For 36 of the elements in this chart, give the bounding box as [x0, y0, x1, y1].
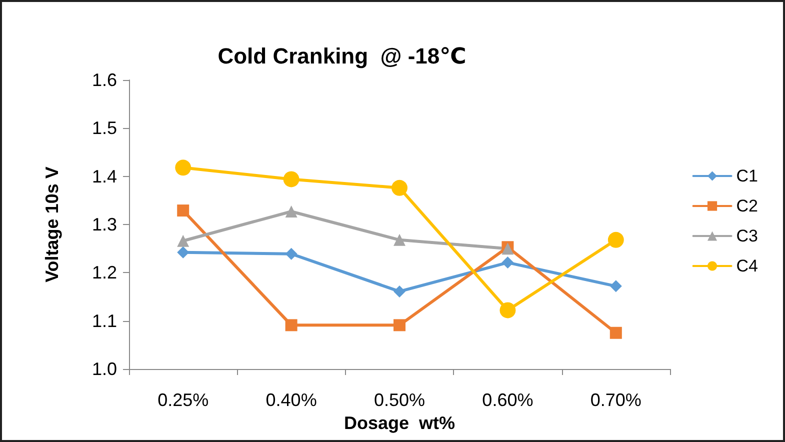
x-axis-title: Dosage wt% — [344, 412, 456, 433]
point — [177, 234, 190, 247]
point — [394, 319, 406, 332]
x-tick-label: 0.25% — [158, 390, 209, 410]
point — [177, 204, 190, 217]
point — [394, 234, 406, 246]
y-tick-label: 1.5 — [92, 118, 117, 138]
point — [500, 302, 516, 318]
legend-label: C4 — [736, 256, 758, 276]
chart-title: Cold Cranking @ -18℃ — [218, 44, 466, 68]
point — [285, 205, 298, 218]
x-tick-label: 0.50% — [374, 390, 426, 410]
y-tick-label: 1.1 — [92, 310, 117, 331]
point — [283, 171, 300, 188]
legend-label: C3 — [736, 226, 758, 246]
point — [392, 180, 408, 196]
point — [175, 160, 192, 176]
y-tick-label: 1.0 — [92, 359, 117, 379]
x-tick-label: 0.70% — [590, 390, 642, 410]
y-axis-title: Voltage 10s V — [42, 166, 62, 282]
point — [285, 248, 298, 260]
x-tick-label: 0.60% — [482, 390, 534, 410]
legend-label: C1 — [736, 166, 758, 186]
legend-label: C2 — [736, 196, 758, 216]
y-tick-label: 1.6 — [92, 70, 117, 90]
point — [285, 319, 298, 332]
point — [608, 232, 624, 248]
y-tick-label: 1.2 — [92, 262, 117, 283]
point — [394, 285, 406, 298]
point — [177, 246, 190, 258]
y-tick-label: 1.4 — [92, 166, 117, 186]
point — [610, 326, 622, 339]
y-tick-label: 1.3 — [92, 214, 117, 234]
x-tick-label: 0.40% — [266, 390, 317, 410]
point — [502, 256, 514, 269]
point — [610, 280, 622, 292]
